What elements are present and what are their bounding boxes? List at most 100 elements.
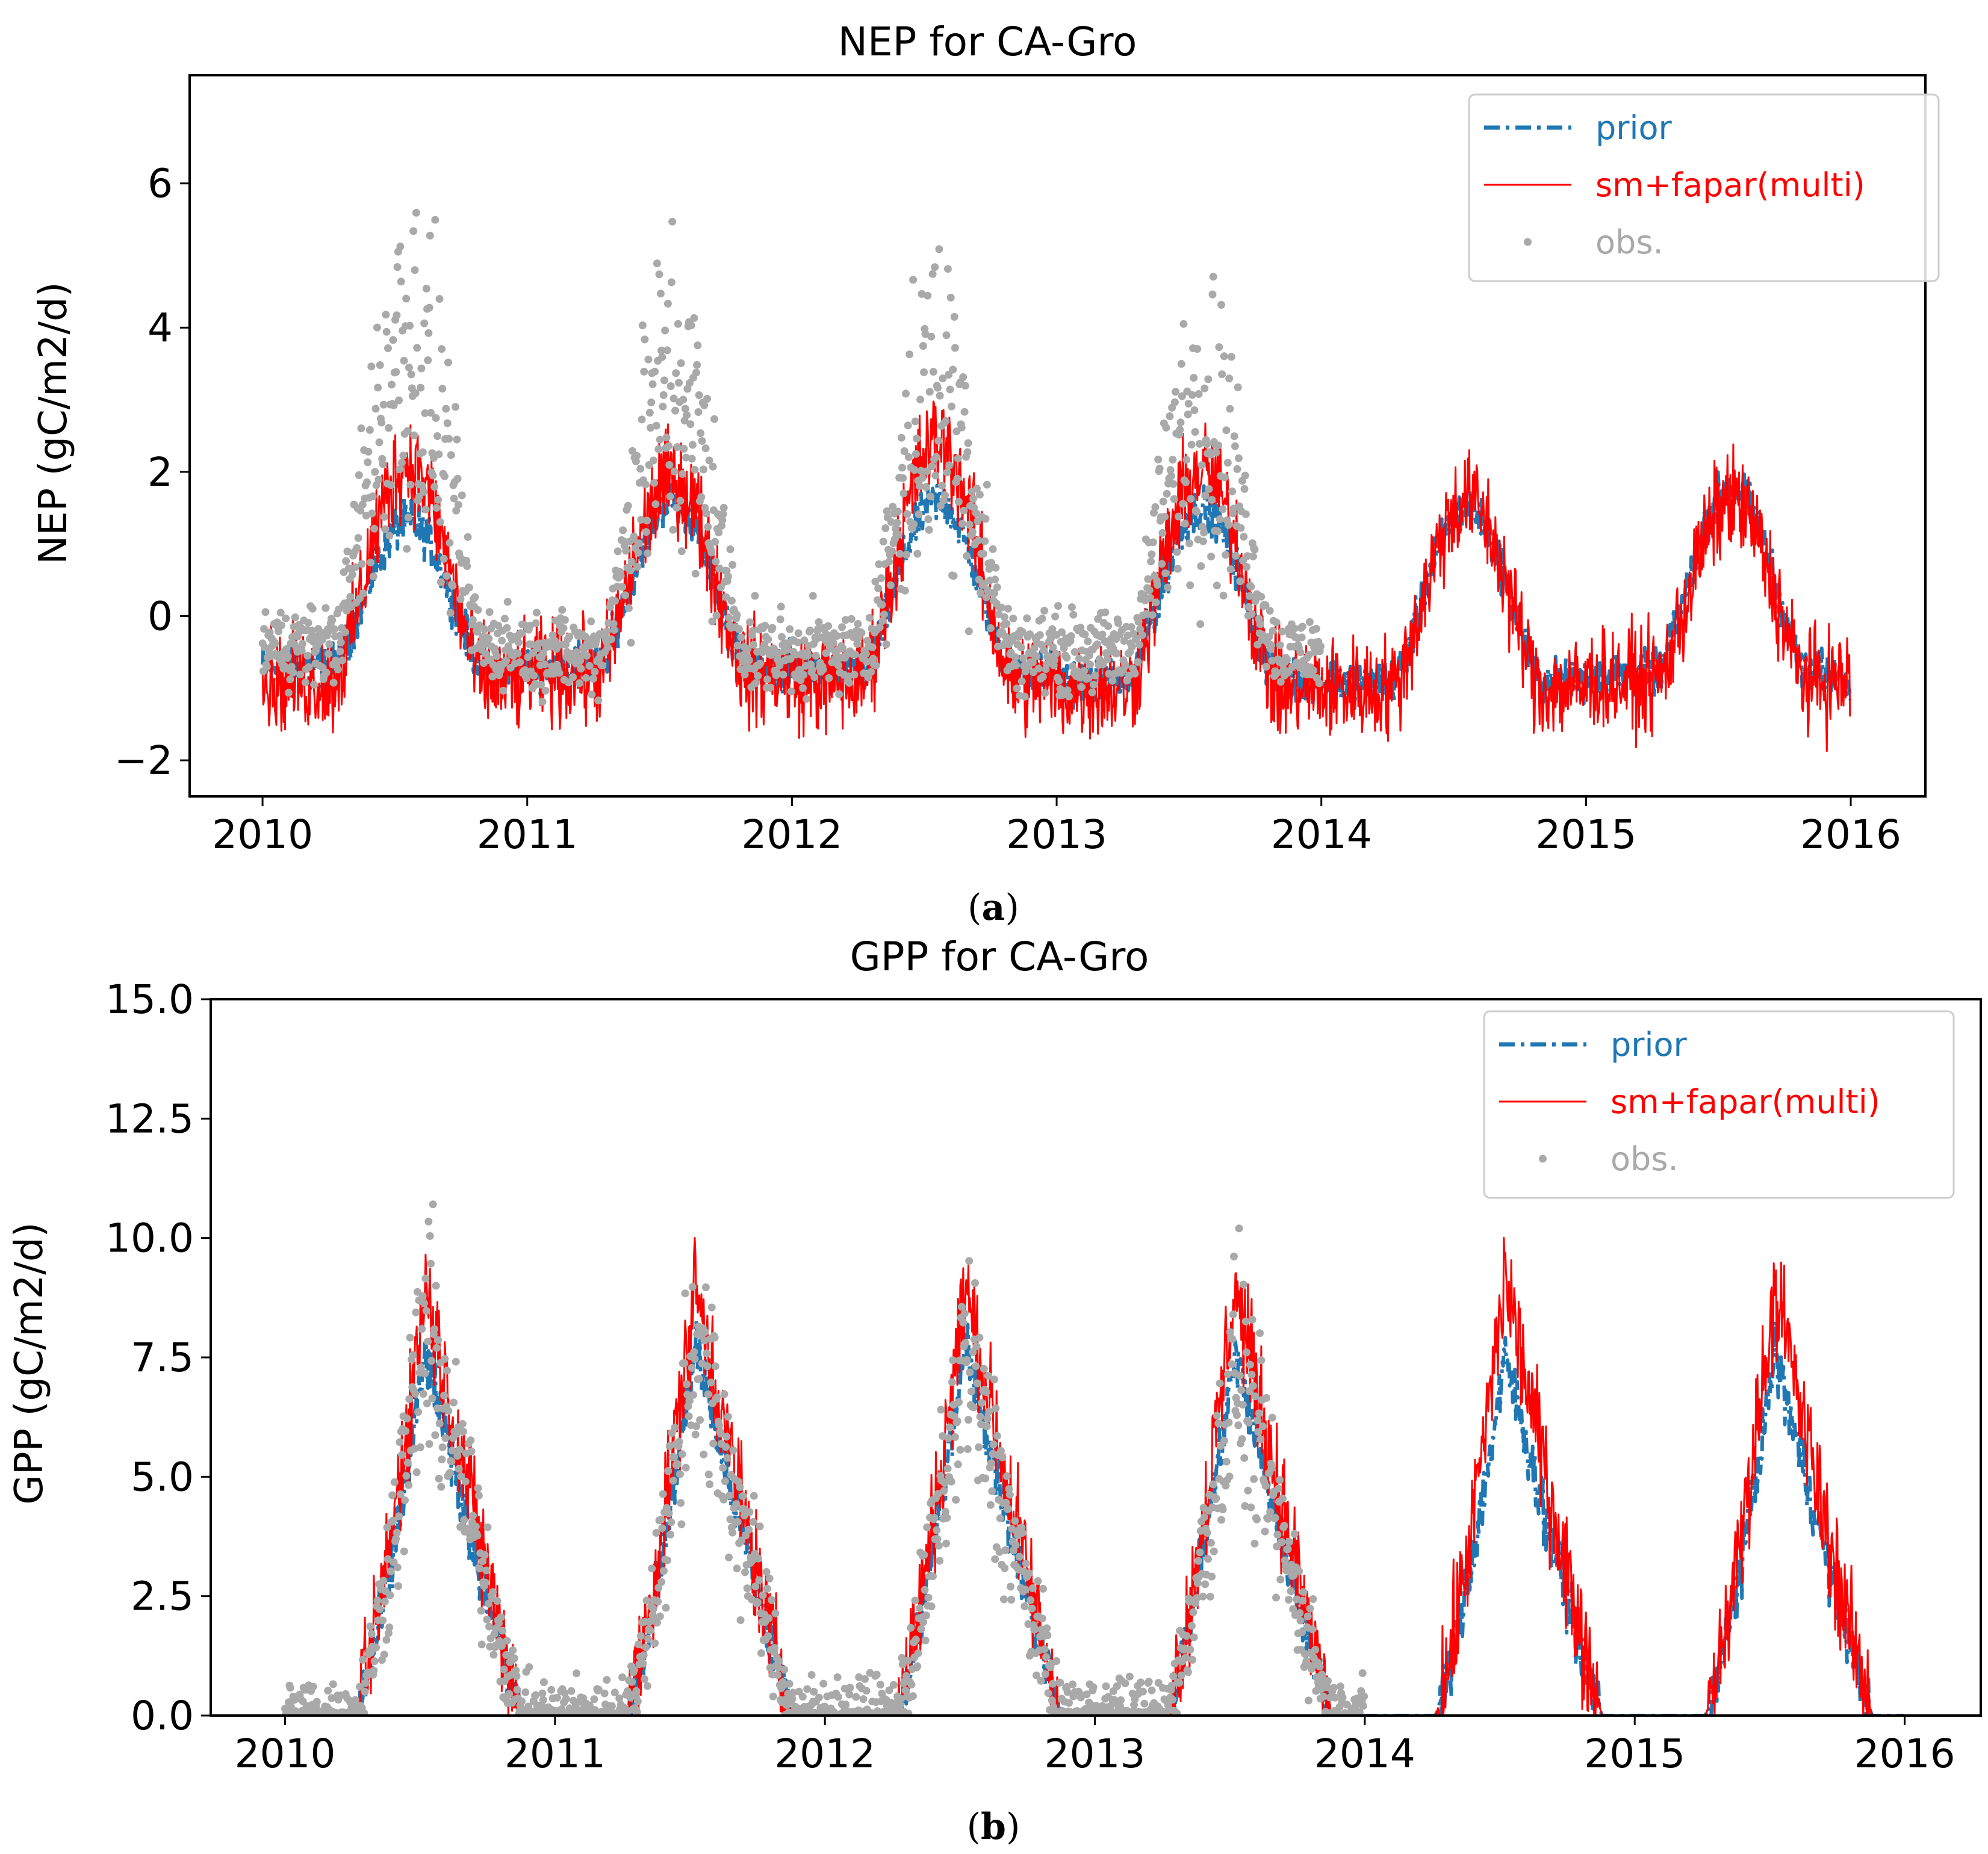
- x-tick-label: 2014: [1314, 1731, 1415, 1777]
- obs-point: [421, 1274, 430, 1283]
- obs-point: [1306, 1604, 1314, 1613]
- obs-point: [567, 1687, 576, 1695]
- obs-point: [1274, 1484, 1282, 1493]
- obs-point: [1052, 650, 1060, 658]
- obs-point: [644, 549, 652, 557]
- obs-point: [899, 474, 907, 482]
- obs-point: [894, 1710, 902, 1716]
- obs-point: [443, 419, 452, 427]
- obs-point: [1105, 669, 1113, 678]
- obs-point: [297, 646, 306, 655]
- obs-point: [667, 278, 676, 287]
- obs-point: [945, 371, 953, 379]
- obs-point: [968, 528, 977, 536]
- obs-point: [722, 1433, 731, 1441]
- obs-point: [901, 586, 909, 595]
- obs-point: [1193, 1579, 1202, 1587]
- obs-point: [636, 465, 645, 473]
- obs-point: [1202, 440, 1211, 448]
- obs-point: [898, 1654, 906, 1662]
- obs-point: [1276, 641, 1284, 650]
- obs-point: [810, 673, 819, 681]
- obs-point: [1272, 1593, 1280, 1602]
- obs-point: [1261, 601, 1270, 609]
- obs-point: [932, 453, 940, 461]
- obs-point: [1179, 320, 1188, 328]
- obs-point: [692, 1422, 700, 1430]
- obs-point: [672, 369, 680, 377]
- obs-point: [711, 1362, 719, 1371]
- obs-point: [1151, 503, 1160, 511]
- obs-point: [733, 1564, 741, 1573]
- obs-point: [1048, 625, 1057, 633]
- obs-point: [479, 1557, 486, 1566]
- obs-point: [1052, 1657, 1061, 1665]
- obs-point: [1201, 1580, 1210, 1589]
- obs-point: [1090, 680, 1098, 689]
- obs-point: [661, 326, 669, 335]
- caption-a: (a): [968, 887, 1019, 929]
- obs-point: [1136, 625, 1145, 633]
- obs-point: [1004, 604, 1012, 613]
- obs-point: [1224, 1370, 1232, 1378]
- obs-point: [454, 501, 462, 509]
- obs-point: [845, 1690, 854, 1699]
- obs-point: [763, 1584, 771, 1593]
- obs-point: [445, 435, 453, 443]
- obs-point: [436, 518, 444, 526]
- obs-point: [659, 1567, 668, 1575]
- obs-point: [632, 1687, 641, 1695]
- obs-point: [1308, 1625, 1317, 1634]
- obs-point: [401, 1496, 409, 1504]
- obs-point: [943, 265, 952, 273]
- obs-point: [1244, 603, 1253, 611]
- obs-point: [465, 583, 473, 592]
- obs-point: [421, 505, 430, 513]
- obs-point: [917, 1625, 925, 1633]
- obs-point: [1180, 1645, 1188, 1653]
- obs-point: [973, 1379, 981, 1387]
- obs-point: [1154, 581, 1161, 589]
- obs-point: [1028, 1604, 1036, 1613]
- obs-point: [360, 1709, 368, 1716]
- obs-point: [480, 1551, 489, 1559]
- obs-point: [382, 327, 391, 336]
- obs-point: [1063, 686, 1072, 695]
- obs-point: [418, 482, 426, 490]
- obs-point: [899, 489, 908, 498]
- obs-point: [845, 678, 854, 687]
- obs-point: [990, 1375, 998, 1384]
- obs-point: [786, 625, 794, 633]
- obs-point: [484, 1599, 492, 1608]
- obs-point: [1027, 1596, 1035, 1604]
- caption-b: (b): [967, 1806, 1020, 1848]
- obs-point: [663, 346, 671, 355]
- obs-point: [495, 1619, 503, 1628]
- obs-point: [427, 1357, 436, 1365]
- obs-point: [670, 1453, 679, 1461]
- obs-point: [754, 672, 762, 680]
- obs-point: [384, 1629, 393, 1637]
- obs-point: [862, 650, 870, 658]
- obs-point: [803, 1685, 812, 1693]
- obs-point: [402, 1472, 411, 1480]
- obs-point: [1280, 1522, 1288, 1530]
- obs-point: [824, 622, 833, 630]
- obs-point: [825, 674, 833, 682]
- obs-point: [933, 1526, 941, 1534]
- obs-point: [878, 616, 887, 625]
- obs-point: [969, 495, 977, 503]
- obs-point: [965, 1257, 974, 1265]
- obs-point: [588, 690, 596, 699]
- obs-point: [532, 609, 541, 617]
- obs-point: [1037, 1676, 1045, 1685]
- obs-point: [1063, 1688, 1072, 1696]
- obs-point: [804, 651, 812, 660]
- obs-point: [787, 687, 795, 696]
- obs-point: [842, 616, 850, 624]
- obs-point: [951, 344, 959, 352]
- obs-point: [1257, 1356, 1266, 1365]
- obs-point: [1182, 1654, 1190, 1662]
- obs-point: [839, 644, 847, 653]
- obs-point: [1177, 1671, 1185, 1679]
